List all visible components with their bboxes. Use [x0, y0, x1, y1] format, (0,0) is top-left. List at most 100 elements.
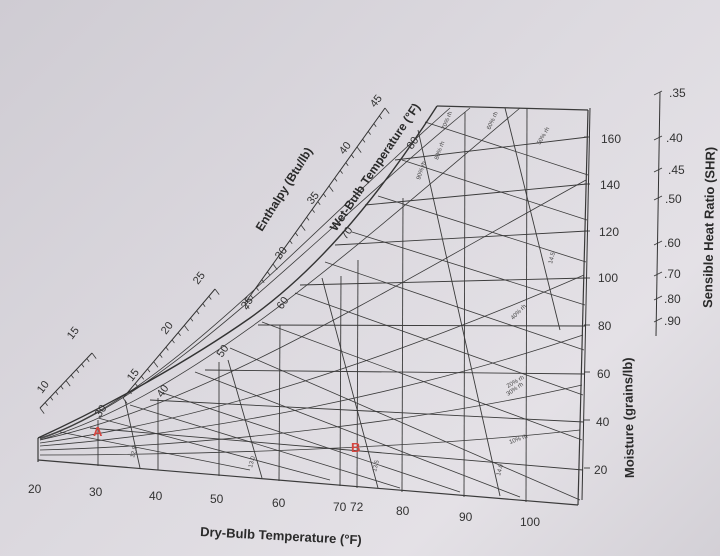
enthalpy-scale-tick: [147, 368, 151, 373]
moisture-line: [149, 399, 585, 423]
rh-label: 50% rh: [537, 127, 552, 146]
shr-tick: [653, 90, 663, 96]
wet-bulb-line: [159, 391, 461, 493]
enthalpy-scale-tick: [44, 402, 48, 406]
shr-axis-title: Sensible Heat Ratio (SHR): [700, 147, 718, 308]
enthalpy-scale-tick: [351, 154, 355, 159]
shr-tick-label: .40: [666, 131, 683, 145]
rh-curve: [39, 107, 451, 439]
moisture-tick-label: 80: [598, 319, 612, 333]
enthalpy-scale-tick: [306, 216, 310, 221]
rh-label: 90% rh: [416, 161, 428, 181]
shr-tick-label: .80: [664, 292, 681, 306]
enthalpy-scale-tick: [345, 162, 349, 167]
shr-tick-label: .60: [664, 236, 681, 250]
enthalpy-scale-tick: [50, 396, 54, 401]
enthalpy-tick: 35: [305, 190, 322, 207]
dry-bulb-line: [525, 107, 528, 503]
wet-bulb-line: [59, 431, 251, 471]
enthalpy-scale-tick: [317, 201, 321, 206]
enthalpy-scale-tick: [384, 107, 390, 114]
enthalpy-scale-tick: [141, 375, 145, 380]
enthalpy-scale-tick: [190, 317, 194, 322]
enthalpy-scale-tick: [65, 380, 71, 387]
dry-bulb-line: [356, 259, 359, 489]
enthalpy-scale-tick: [184, 325, 189, 332]
moisture-line: [364, 183, 588, 206]
enthalpy-scale-tick: [134, 383, 138, 387]
rh-curve: [39, 179, 587, 441]
wet-bulb-line: [194, 371, 521, 498]
enthalpy-scale-tick: [373, 123, 377, 128]
x-tick-label: 72: [350, 500, 364, 514]
moisture-line: [334, 230, 588, 246]
shr-scale-line: [655, 91, 661, 337]
moisture-line: [204, 369, 586, 375]
wetbulb-title: Wet-Bulb Temperature (°F): [327, 101, 423, 234]
wet-bulb-line: [229, 347, 581, 501]
top-boundary-line: [436, 105, 589, 111]
wetbulb-label: 70: [339, 225, 356, 242]
enthalpy-scale-tick: [177, 332, 181, 337]
enthalpy-scale-tick: [295, 232, 299, 237]
rh-label: 40% rh: [510, 304, 528, 322]
enthalpy-scale-tick: [171, 339, 175, 344]
point-b-marker: B: [351, 440, 360, 455]
enthalpy-tick: 20: [159, 320, 176, 337]
wetbulb-label: 40: [155, 383, 172, 400]
volume-line: [417, 129, 501, 497]
wet-bulb-line: [401, 159, 588, 221]
volume-line: [504, 107, 561, 331]
enthalpy-tick: 10: [35, 379, 52, 396]
x-tick-label: 30: [89, 485, 103, 499]
wetbulb-label: 50: [215, 343, 232, 360]
wet-bulb-line: [294, 292, 584, 396]
enthalpy-scale-tick: [339, 170, 343, 174]
wetbulb-label: 80: [405, 135, 422, 152]
shr-tick-label: .45: [668, 163, 685, 177]
moisture-axis-line: [581, 107, 591, 501]
enthalpy-scale-tick: [289, 240, 293, 245]
moisture-axis-title: Moisture (grains/lb): [620, 357, 637, 478]
volume-label: 14.5: [548, 251, 557, 264]
enthalpy-tick: 15: [125, 367, 142, 384]
moisture-line: [89, 427, 584, 471]
enthalpy-scale-tick: [367, 131, 371, 135]
enthalpy-scale-tick: [81, 363, 85, 368]
enthalpy-scale-tick: [311, 209, 315, 213]
enthalpy-scale-tick: [76, 369, 80, 373]
wetbulb-label: 30: [93, 403, 110, 420]
enthalpy-scale-tick: [334, 177, 338, 182]
rh-curve: [39, 107, 471, 440]
enthalpy-scale-tick: [278, 255, 282, 260]
moisture-tick-label: 40: [596, 415, 610, 429]
rh-label: 60% rh: [486, 111, 499, 131]
enthalpy-scale-tick: [272, 263, 278, 270]
volume-line: [321, 277, 379, 489]
enthalpy-scale-tick: [261, 279, 265, 284]
enthalpy-scale-tick: [244, 302, 250, 309]
rh-curve: [39, 107, 521, 441]
moisture-tick-label: 60: [597, 367, 611, 381]
rh-curve: [39, 334, 584, 447]
moisture-tick-label: 120: [599, 225, 619, 239]
wet-bulb-line: [129, 404, 401, 489]
volume-label: 12.5: [130, 445, 139, 458]
shr-tick-label: .50: [665, 192, 682, 206]
moisture-tick-label: 20: [594, 463, 608, 477]
x-axis-line: [37, 459, 579, 506]
x-tick-label: 90: [459, 510, 473, 524]
enthalpy-tick: 25: [191, 270, 208, 287]
x-tick-label: 100: [520, 515, 540, 529]
wet-bulb-line: [351, 231, 586, 306]
wet-bulb-line: [97, 417, 331, 481]
enthalpy-scale-tick: [70, 374, 74, 379]
x-tick-label: 20: [28, 482, 42, 496]
volume-label: 14.0: [496, 463, 505, 476]
dry-bulb-line: [463, 111, 466, 498]
enthalpy-tick: 40: [337, 140, 354, 157]
enthalpy-scale-tick: [356, 146, 362, 153]
enthalpy-scale-tick: [159, 354, 163, 358]
